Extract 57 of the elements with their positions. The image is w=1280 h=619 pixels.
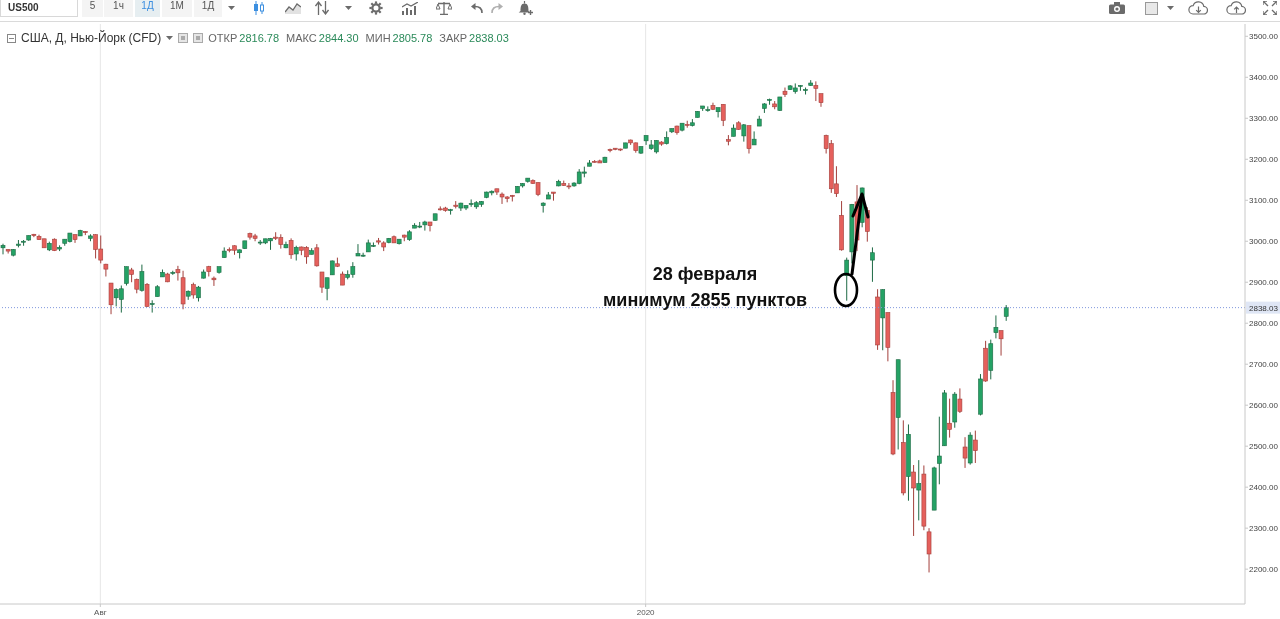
candlestick <box>782 87 788 98</box>
y-tick-label: 3300.00 <box>1249 114 1279 124</box>
text: США, Д, Нью-Йорк (CFD) <box>21 31 162 45</box>
candlestick <box>746 125 752 155</box>
candlestick <box>911 464 916 537</box>
y-tick-label: 2400.00 <box>1249 483 1279 493</box>
candlestick <box>108 282 114 315</box>
y-tick-label: 3000.00 <box>1249 237 1279 247</box>
candlestick <box>211 275 217 287</box>
candlestick <box>962 436 968 469</box>
y-tick-label: 3500.00 <box>1249 32 1279 42</box>
candlestick <box>973 430 978 464</box>
y-tick-label: 3200.00 <box>1249 155 1279 165</box>
x-tick-label: 2020 <box>636 608 656 617</box>
candlestick <box>144 282 150 308</box>
candlestick <box>422 220 428 232</box>
candlestick <box>319 271 325 294</box>
y-tick-label: 3400.00 <box>1249 73 1279 83</box>
candlestick <box>427 221 433 232</box>
text: ОТКР 2816.78 МАКС 2844.30 МИН 2805.78 ЗАКР 2838.03 <box>208 32 509 44</box>
candlestick <box>5 248 11 255</box>
y-tick-label: 2800.00 <box>1249 319 1279 329</box>
candlestick <box>998 330 1004 357</box>
candlestick <box>916 459 922 521</box>
y-tick-label: 3100.00 <box>1249 196 1279 206</box>
candlestick <box>937 416 942 485</box>
button: 1ч <box>104 0 133 17</box>
candlestick <box>314 243 320 268</box>
candlestick <box>844 257 850 302</box>
candlestick <box>124 266 129 287</box>
candlestick <box>993 314 999 339</box>
x-tick-label: Авг <box>94 608 107 617</box>
ref-line-label: 2838.03 <box>1249 303 1279 313</box>
annotation: 28 февраля минимум 2855 пунктов <box>603 264 807 310</box>
candlestick <box>288 237 294 260</box>
button: 1М <box>162 0 192 17</box>
y-tick-label: 2600.00 <box>1249 401 1279 411</box>
candlestick <box>870 246 875 283</box>
candlestick <box>0 243 6 255</box>
candlestick <box>720 103 726 127</box>
y-tick-label: 2900.00 <box>1249 278 1279 288</box>
y-tick-label: 2200.00 <box>1249 565 1279 574</box>
candlestick <box>957 387 963 414</box>
y-tick-label: 2700.00 <box>1249 360 1279 370</box>
button: 5 <box>82 0 103 17</box>
y-tick-label: 2300.00 <box>1249 524 1279 534</box>
search-field: US500 <box>0 0 78 17</box>
candlestick <box>926 527 932 573</box>
button: 1Д <box>194 0 222 17</box>
candlestick <box>324 277 330 301</box>
candlestick <box>139 264 145 293</box>
button: 1Д <box>135 0 160 17</box>
candlestick <box>751 130 757 146</box>
y-tick-label: 2500.00 <box>1249 442 1279 452</box>
candlestick <box>947 398 952 439</box>
candlestick <box>103 263 109 277</box>
candlestick <box>715 107 721 118</box>
